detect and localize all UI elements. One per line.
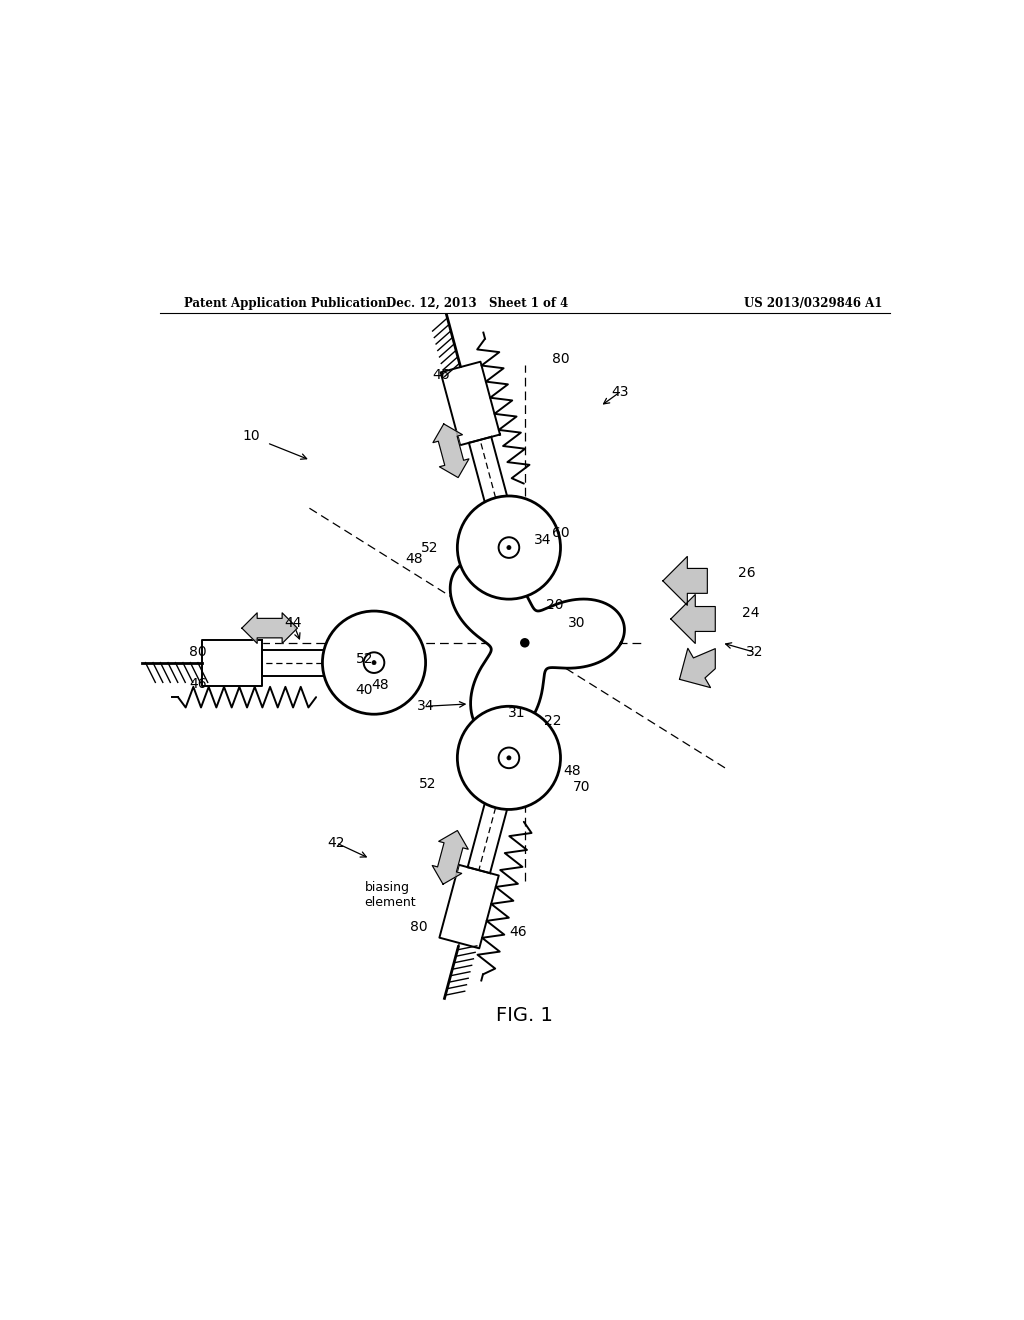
Text: 80: 80 bbox=[411, 920, 428, 935]
Circle shape bbox=[458, 496, 560, 599]
Text: 52: 52 bbox=[421, 541, 438, 554]
Text: 52: 52 bbox=[355, 652, 373, 665]
Polygon shape bbox=[663, 557, 708, 606]
Circle shape bbox=[323, 611, 426, 714]
Circle shape bbox=[507, 756, 511, 760]
Polygon shape bbox=[451, 560, 625, 739]
Text: Dec. 12, 2013   Sheet 1 of 4: Dec. 12, 2013 Sheet 1 of 4 bbox=[386, 297, 568, 310]
Circle shape bbox=[507, 545, 511, 549]
Text: 80: 80 bbox=[552, 351, 569, 366]
Text: biasing
element: biasing element bbox=[365, 882, 416, 909]
Text: 46: 46 bbox=[510, 925, 527, 940]
Text: 80: 80 bbox=[189, 645, 207, 659]
Polygon shape bbox=[202, 640, 262, 685]
Polygon shape bbox=[433, 424, 469, 478]
Text: 30: 30 bbox=[567, 616, 585, 630]
Text: 46: 46 bbox=[189, 677, 207, 692]
Text: 42: 42 bbox=[328, 836, 345, 850]
Text: 46: 46 bbox=[433, 367, 451, 381]
Text: 48: 48 bbox=[563, 764, 582, 779]
Circle shape bbox=[520, 638, 529, 648]
Polygon shape bbox=[242, 612, 297, 643]
Text: 22: 22 bbox=[544, 714, 561, 727]
Text: 24: 24 bbox=[742, 606, 760, 620]
Text: 52: 52 bbox=[419, 777, 436, 791]
Text: 60: 60 bbox=[552, 527, 569, 540]
Text: 48: 48 bbox=[404, 553, 423, 566]
Text: 70: 70 bbox=[573, 780, 591, 795]
Circle shape bbox=[458, 706, 560, 809]
Polygon shape bbox=[439, 865, 499, 948]
Text: FIG. 1: FIG. 1 bbox=[497, 1006, 553, 1026]
Text: 44: 44 bbox=[285, 616, 302, 630]
Text: 10: 10 bbox=[243, 429, 260, 444]
Polygon shape bbox=[432, 830, 468, 884]
Polygon shape bbox=[680, 648, 715, 688]
Circle shape bbox=[372, 660, 376, 665]
Polygon shape bbox=[440, 362, 500, 445]
Polygon shape bbox=[671, 594, 715, 643]
Text: 43: 43 bbox=[611, 385, 629, 399]
Text: 32: 32 bbox=[746, 645, 764, 659]
Text: 31: 31 bbox=[508, 706, 525, 719]
Text: 48: 48 bbox=[372, 678, 389, 692]
Text: Patent Application Publication: Patent Application Publication bbox=[183, 297, 386, 310]
Text: 34: 34 bbox=[534, 533, 551, 546]
Text: 40: 40 bbox=[355, 684, 373, 697]
Text: US 2013/0329846 A1: US 2013/0329846 A1 bbox=[743, 297, 882, 310]
Text: 20: 20 bbox=[546, 598, 563, 611]
Text: 34: 34 bbox=[417, 700, 434, 713]
Text: 26: 26 bbox=[738, 566, 756, 579]
